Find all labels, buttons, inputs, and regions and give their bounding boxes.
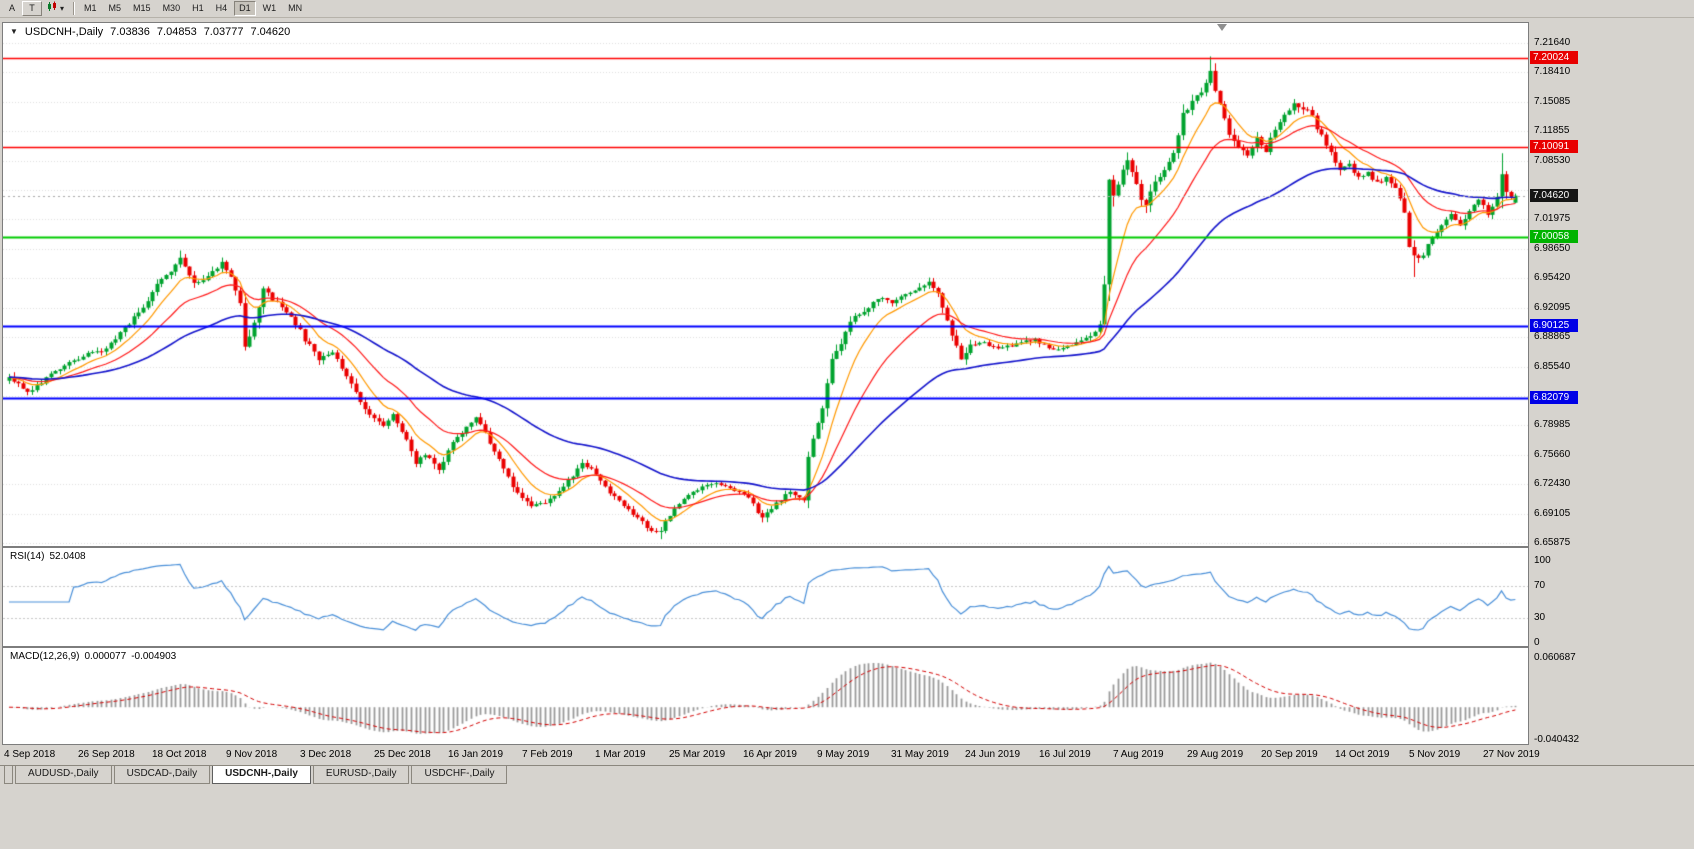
rsi-canvas[interactable] xyxy=(3,548,1528,646)
timeframe-button-m30[interactable]: M30 xyxy=(162,3,181,13)
timeframe-button-m1[interactable]: M1 xyxy=(84,3,97,13)
date-axis-label: 9 May 2019 xyxy=(817,749,870,760)
time-axis[interactable]: 4 Sep 2018 26 Sep 2018 18 Oct 2018 9 Nov 20… xyxy=(0,745,1694,765)
ohlc-high: 7.04853 xyxy=(156,26,197,38)
price-axis-label: 6.88865 xyxy=(1534,330,1571,342)
timeframe-button-h4[interactable]: H4 xyxy=(215,3,228,13)
price-axis-label: 6.75660 xyxy=(1534,449,1571,461)
price-tag: 7.04620 xyxy=(1530,189,1578,203)
macd-panel: MACD(12,26,9) 0.000077 -0.004903 xyxy=(2,647,1529,745)
rsi-axis-label: 0 xyxy=(1534,637,1540,648)
price-axis-label: 6.98650 xyxy=(1534,243,1571,255)
date-axis-label: 16 Jul 2019 xyxy=(1039,749,1091,760)
one-click-trading-icon[interactable]: ▼ xyxy=(10,27,18,36)
dropdown-arrow-icon: ▾ xyxy=(60,3,65,13)
timeframe-button-d1[interactable]: D1 xyxy=(234,1,256,16)
price-axis-label: 7.15085 xyxy=(1534,95,1571,107)
candlestick-canvas[interactable] xyxy=(3,23,1528,546)
timeframe-button-m15[interactable]: M15 xyxy=(133,3,151,13)
macd-main-value: 0.000077 xyxy=(84,651,127,662)
date-axis-label: 27 Nov 2019 xyxy=(1483,749,1540,760)
timeframe-button-h1[interactable]: H1 xyxy=(192,3,204,13)
macd-axis-label: 0.060687 xyxy=(1534,652,1576,663)
date-axis-label: 29 Aug 2019 xyxy=(1187,749,1244,760)
timeframe-button-m5[interactable]: M5 xyxy=(108,3,122,13)
toolbar: A T ▾ M1 M5 M15 M30 H1 H4 D1 W1 MN xyxy=(0,0,1694,18)
text-tool-button[interactable]: T xyxy=(22,1,42,16)
chart-tab-eurusd[interactable]: EURUSD-,Daily xyxy=(312,766,410,784)
date-axis-label: 14 Oct 2019 xyxy=(1335,749,1390,760)
price-axis-label: 7.11855 xyxy=(1534,124,1570,136)
chart-symbol-period: USDCNH-,Daily xyxy=(24,26,104,38)
chart-tab-bar: AUDUSD-,Daily USDCAD-,Daily USDCNH-,Daily E… xyxy=(0,765,1694,785)
price-tag: 7.00058 xyxy=(1530,230,1578,244)
date-axis-label: 24 Jun 2019 xyxy=(965,749,1021,760)
ohlc-open: 7.03836 xyxy=(110,26,150,38)
date-axis-label: 31 May 2019 xyxy=(891,749,949,760)
rsi-label: RSI(14) xyxy=(10,551,45,562)
date-axis-label: 25 Dec 2018 xyxy=(374,749,431,760)
date-axis-label: 20 Sep 2019 xyxy=(1261,749,1318,760)
chart-tab-usdcad[interactable]: USDCAD-,Daily xyxy=(113,766,211,784)
chart-header: ▼ USDCNH-,Daily 7.03836 7.04853 7.03777 … xyxy=(10,26,290,38)
rsi-panel: RSI(14) 52.0408 xyxy=(2,547,1529,647)
price-axis-label: 7.18410 xyxy=(1534,66,1571,78)
rsi-header: RSI(14) 52.0408 xyxy=(10,551,86,562)
date-axis-label: 7 Feb 2019 xyxy=(522,749,573,760)
price-axis-label: 6.95420 xyxy=(1534,272,1571,284)
price-axis[interactable]: 7.21640 7.18410 7.15085 7.11855 7.08530 7.019… xyxy=(1529,22,1694,745)
price-axis-label: 6.65875 xyxy=(1534,536,1571,548)
date-axis-label: 4 Sep 2018 xyxy=(4,749,56,760)
ohlc-close: 7.04620 xyxy=(250,26,291,38)
price-tag: 6.90125 xyxy=(1530,319,1578,333)
macd-axis-label: -0.040432 xyxy=(1534,734,1580,745)
price-chart-panel: ▼ USDCNH-,Daily 7.03836 7.04853 7.03777 … xyxy=(2,22,1529,547)
date-axis-label: 16 Apr 2019 xyxy=(743,749,797,760)
chart-tab-audusd[interactable]: AUDUSD-,Daily xyxy=(15,766,112,784)
arrow-tool-button[interactable]: A xyxy=(8,3,15,13)
rsi-axis-label: 70 xyxy=(1534,579,1546,591)
price-axis-label: 6.69105 xyxy=(1534,508,1571,520)
macd-header: MACD(12,26,9) 0.000077 -0.004903 xyxy=(10,651,176,662)
price-axis-label: 7.01975 xyxy=(1534,213,1571,225)
timeframe-toolbar: M1 M5 M15 M30 H1 H4 D1 W1 MN xyxy=(79,1,307,16)
rsi-axis-label: 100 xyxy=(1534,555,1551,566)
macd-signal-value: -0.004903 xyxy=(131,651,177,662)
chart-type-button[interactable]: ▾ xyxy=(42,1,69,16)
price-tag: 7.20024 xyxy=(1530,51,1578,65)
date-axis-label: 7 Aug 2019 xyxy=(1113,749,1164,760)
date-axis-label: 25 Mar 2019 xyxy=(669,749,726,760)
price-tag: 6.82079 xyxy=(1530,391,1578,405)
price-axis-label: 6.78985 xyxy=(1534,419,1571,431)
timeframe-button-w1[interactable]: W1 xyxy=(262,3,277,13)
price-tag: 7.10091 xyxy=(1530,140,1578,154)
rsi-value: 52.0408 xyxy=(49,551,86,562)
price-axis-label: 6.85540 xyxy=(1534,360,1571,372)
ohlc-low: 7.03777 xyxy=(203,26,244,38)
date-axis-label: 9 Nov 2018 xyxy=(226,749,278,760)
price-axis-label: 7.08530 xyxy=(1534,154,1571,166)
price-axis-label: 6.92095 xyxy=(1534,301,1571,313)
rsi-axis-label: 30 xyxy=(1534,612,1546,624)
date-axis-label: 18 Oct 2018 xyxy=(152,749,207,760)
chart-tab-usdchf[interactable]: USDCHF-,Daily xyxy=(411,766,508,784)
chart-shift-marker[interactable] xyxy=(1217,24,1227,31)
date-axis-label: 1 Mar 2019 xyxy=(595,749,646,760)
chart-tab-usdcnh[interactable]: USDCNH-,Daily xyxy=(212,766,311,784)
macd-canvas[interactable] xyxy=(3,648,1528,744)
candlestick-chart-icon xyxy=(47,1,58,16)
date-axis-label: 3 Dec 2018 xyxy=(300,749,352,760)
timeframe-button-mn[interactable]: MN xyxy=(288,3,303,13)
tab-bar-stub xyxy=(4,766,13,784)
price-axis-label: 7.21640 xyxy=(1534,37,1571,49)
date-axis-label: 5 Nov 2019 xyxy=(1409,749,1461,760)
macd-label: MACD(12,26,9) xyxy=(10,651,80,662)
date-axis-label: 26 Sep 2018 xyxy=(78,749,135,760)
toolbar-separator xyxy=(73,2,76,15)
date-axis-label: 16 Jan 2019 xyxy=(448,749,504,760)
price-axis-label: 6.72430 xyxy=(1534,478,1571,490)
